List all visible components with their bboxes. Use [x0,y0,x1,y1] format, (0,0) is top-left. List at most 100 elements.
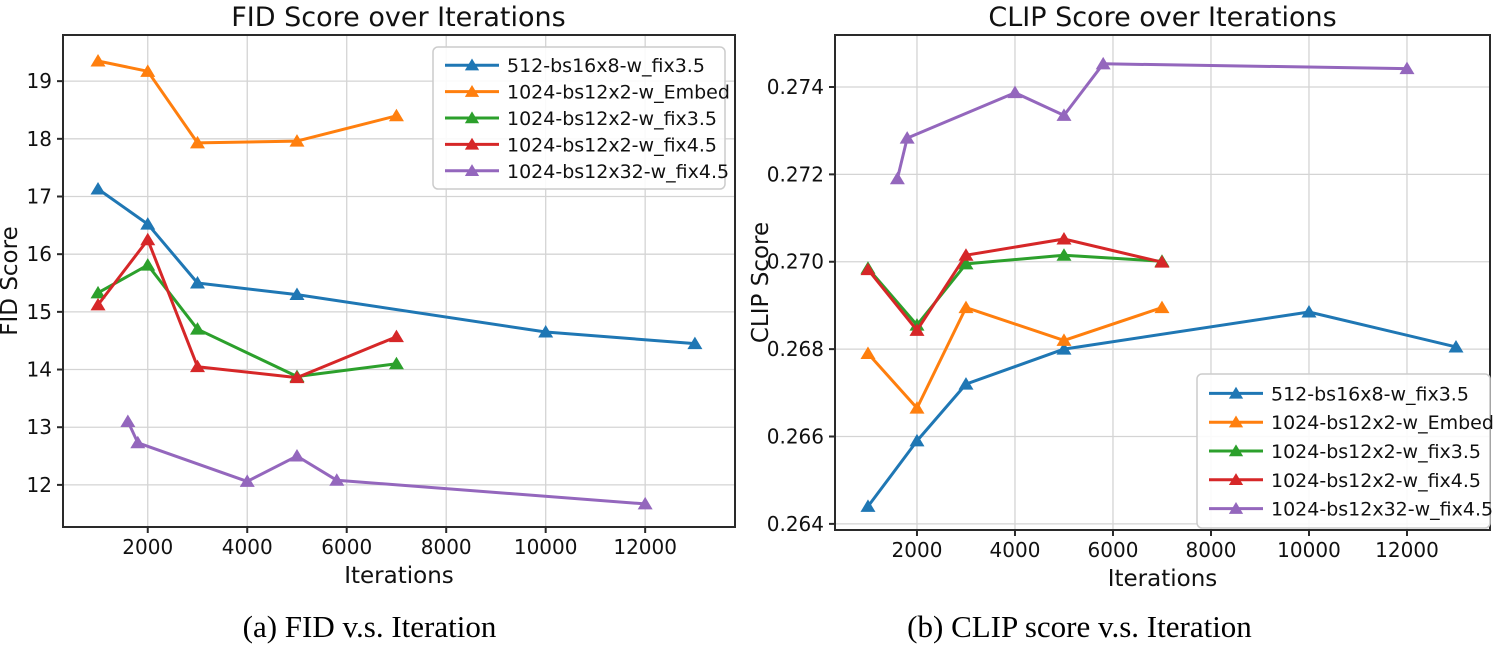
data-point-marker [889,171,905,185]
data-point-marker [1056,333,1072,346]
tick-labels: 2000 4000 6000 8000 10000 12000 0.264 0.266 0.26… [767,75,1439,562]
x-tick-label: 4000 [222,535,273,559]
y-tick-label: 0.266 [767,425,824,449]
y-tick-label: 16 [27,242,52,266]
y-tick-label: 0.270 [767,250,824,274]
legend: 512-bs16x8-w_fix3.5 1024-bs12x2-w_Embed 10… [1196,373,1494,529]
clip-chart: 2000 4000 6000 8000 10000 12000 0.264 0.266 0.26… [750,34,1494,591]
y-tick-label: 19 [27,69,52,93]
data-point-marker [958,377,974,390]
legend-marker-icon [1228,473,1244,486]
data-point-marker [289,449,305,462]
data-point-marker [1154,255,1170,268]
clip-panel: CLIP Score over Iterations 2000 4000 6000 8… [750,0,1499,649]
data-point-marker [958,300,974,314]
legend-label: 512-bs16x8-w_fix3.5 [507,55,705,77]
data-point-marker [120,414,136,427]
y-tick-label: 0.272 [767,162,824,186]
data-point-marker [958,248,974,261]
legend-marker-icon [464,111,480,124]
legend-label: 1024-bs12x2-w_fix4.5 [507,134,717,156]
y-tick-label: 0.274 [767,75,824,99]
data-point-marker [909,401,925,414]
series-line-0 [866,310,1457,508]
series-markers-3 [860,232,1170,336]
series-markers-3 [90,232,404,384]
y-tick-label: 12 [27,473,52,497]
series-line-4 [126,420,646,506]
data-point-marker [189,276,205,289]
clip-chart-title: CLIP Score over Iterations [988,2,1337,33]
x-tick-label: 12000 [613,535,677,559]
legend-label: 1024-bs12x2-w_fix3.5 [507,108,717,130]
data-point-marker [899,131,915,144]
plot-border [62,34,736,528]
legend-label: 1024-bs12x32-w_fix4.5 [1271,499,1493,521]
legend-marker-icon [1228,444,1244,457]
legend-marker-icon [464,58,480,71]
series-markers-4 [889,56,1415,185]
data-point-marker [388,356,404,370]
data-point-marker [189,322,205,335]
data-point-marker [1056,232,1072,245]
y-tick-label: 18 [27,127,52,151]
y-tick-label: 14 [27,358,52,382]
x-tick-label: 2000 [122,535,173,559]
data-point-marker [909,323,925,336]
legend-label: 1024-bs12x2-w_Embed [1271,412,1494,434]
data-point-marker [289,287,305,301]
data-point-marker [1154,300,1170,314]
legend-label: 512-bs16x8-w_fix3.5 [1271,383,1469,405]
data-point-marker [90,297,106,311]
y-tick-label: 15 [27,300,52,324]
data-point-marker [1007,85,1023,99]
series-markers-1 [860,300,1170,414]
series-line-4 [895,62,1408,180]
data-point-marker [860,346,876,359]
legend: 512-bs16x8-w_fix3.5 1024-bs12x2-w_Embed 10… [432,46,730,190]
fid-chart-title: FID Score over Iterations [231,2,566,33]
fid-panel: FID Score over Iterations 2000 4000 6000 80… [0,0,749,649]
data-point-marker [388,108,404,122]
data-point-marker [1056,108,1072,121]
data-point-marker [860,262,876,276]
legend-box [1196,373,1491,529]
y-axis-label: CLIP Score [750,222,774,343]
data-point-marker [388,329,404,343]
x-tick-label: 10000 [1277,538,1341,562]
data-point-marker [140,232,156,246]
data-point-marker [90,285,106,299]
legend-marker-icon [1228,386,1244,399]
data-point-marker [860,499,876,512]
legend-label: 1024-bs12x32-w_fix4.5 [507,161,729,183]
series-markers-1 [90,53,404,149]
tick-labels: 2000 4000 6000 8000 10000 12000 12 13 14 15 16 17 18… [27,69,677,559]
data-point-marker [189,359,205,373]
data-point-marker [1399,61,1415,75]
data-point-marker [637,496,653,510]
data-point-marker [329,473,345,486]
legend-label: 1024-bs12x2-w_fix3.5 [1271,441,1481,463]
fid-chart: 2000 4000 6000 8000 10000 12000 12 13 14 15 16 17 18… [0,34,736,589]
data-point-marker [1095,56,1111,70]
legend-label: 1024-bs12x2-w_Embed [507,82,730,104]
data-point-marker [909,433,925,447]
data-point-marker [538,325,554,338]
data-point-marker [1301,304,1317,318]
x-tick-label: 4000 [990,538,1041,562]
y-tick-label: 0.268 [767,337,824,361]
y-tick-label: 13 [27,415,52,439]
x-tick-label: 6000 [1088,538,1139,562]
legend-marker-icon [1228,501,1244,514]
data-point-marker [1056,342,1072,355]
x-tick-label: 10000 [514,535,578,559]
x-axis-label: Iterations [344,563,454,589]
plot-border [834,34,1491,531]
data-point-marker [239,474,255,487]
series-markers-4 [120,414,653,510]
data-point-marker [130,435,146,449]
series-line-0 [97,187,696,346]
clip-caption: (b) CLIP score v.s. Iteration [907,609,1252,644]
y-axis-label: FID Score [0,226,23,335]
